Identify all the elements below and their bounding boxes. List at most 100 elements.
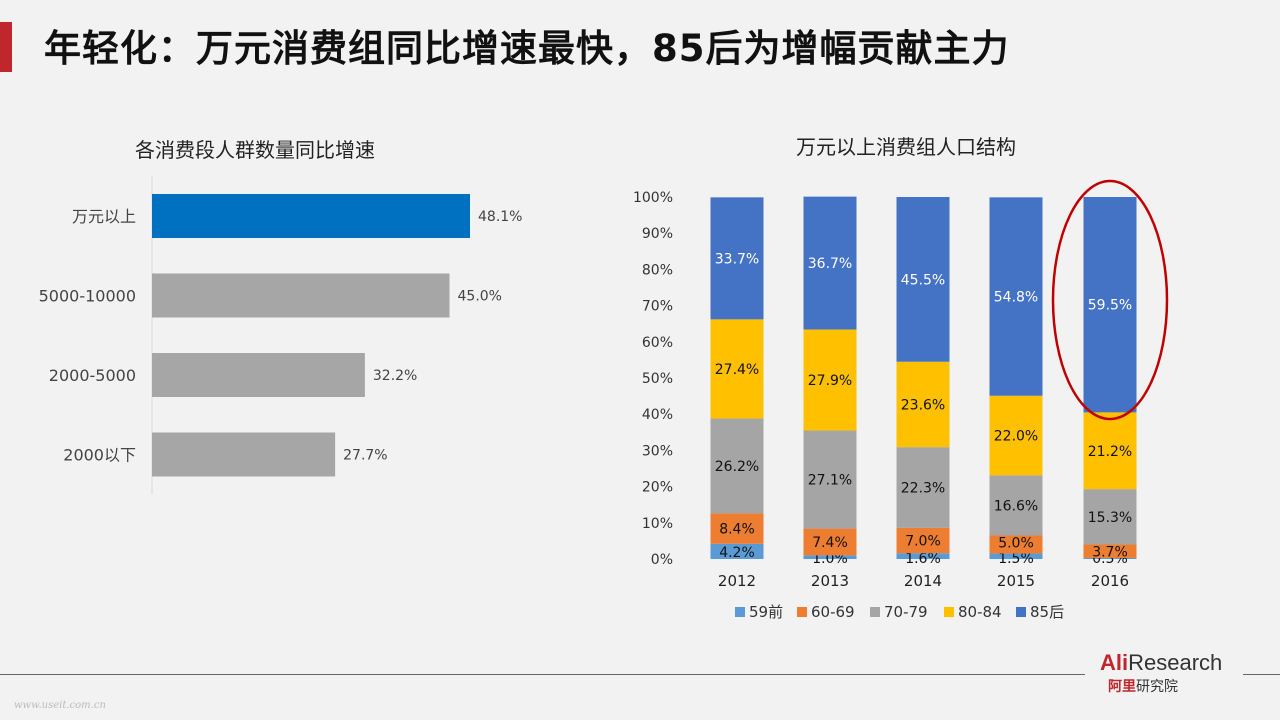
segment-label: 8.4% [719,522,755,538]
stack-segment [896,361,950,448]
watermark: www.useit.com.cn [14,700,106,711]
segment-label: 4.2% [719,545,755,561]
y-tick-label: 10% [642,516,673,532]
value-label: 32.2% [373,368,417,384]
segment-label: 59.5% [1088,298,1132,314]
stack-segment [896,197,950,362]
stack-segment [896,447,950,528]
growth-bar [152,273,450,318]
y-tick-label: 60% [642,335,673,351]
right-chart-title: 万元以上消费组人口结构 [796,135,1016,159]
legend-label: 80-84 [958,603,1002,621]
y-tick-label: 90% [642,226,673,242]
segment-label: 22.3% [901,481,945,497]
page-title: 年轻化：万元消费组同比增速最快，85后为增幅贡献主力 [44,27,1010,70]
segment-label: 21.2% [1088,444,1132,460]
growth-bar [152,432,336,477]
y-tick-label: 100% [633,190,673,206]
x-tick-label: 2014 [904,572,942,590]
stack-segment [710,513,764,544]
segment-label: 27.4% [715,362,759,378]
legend-swatch [797,607,807,617]
y-tick-label: 50% [642,371,673,387]
value-label: 48.1% [478,209,522,225]
stack-segment [1083,412,1137,490]
logo-research-text: Research [1128,650,1223,675]
y-tick-label: 20% [642,480,673,496]
growth-bar [152,194,470,238]
stack-segment [1083,557,1137,559]
stack-segment [1083,544,1137,558]
footer-divider [0,674,1085,675]
stack-segment [710,543,764,559]
y-tick-label: 30% [642,443,673,459]
stack-segment [989,197,1043,396]
x-tick-label: 2015 [997,572,1035,590]
legend-label: 85后 [1030,603,1064,621]
footer-divider-right [1243,674,1280,675]
stack-segment [896,527,950,554]
logo-cn-red: 阿里 [1108,679,1136,695]
legend-swatch [1016,607,1026,617]
value-label: 27.7% [343,448,387,464]
stack-segment [710,197,764,320]
stack-segment [989,553,1043,559]
segment-label: 1.6% [905,551,941,567]
y-tick-label: 0% [651,552,673,568]
growth-bar [152,353,365,397]
category-label: 万元以上 [72,207,136,226]
stack-segment [989,475,1043,536]
segment-label: 5.0% [998,535,1034,551]
segment-label: 54.8% [994,290,1038,306]
category-label: 2000-5000 [49,366,136,385]
legend-label: 59前 [749,603,783,621]
legend-swatch [735,607,745,617]
segment-label: 45.5% [901,272,945,288]
logo-ali-text: Ali [1100,650,1129,675]
logo-cn-text: 阿里研究院 [1108,676,1178,696]
legend-swatch [870,607,880,617]
stack-segment [1083,197,1137,413]
legend-swatch [944,607,954,617]
title-accent-bar [0,22,12,72]
y-tick-label: 70% [642,299,673,315]
segment-label: 33.7% [715,251,759,267]
legend-label: 70-79 [884,603,928,621]
legend-label: 60-69 [811,603,855,621]
stack-segment [710,319,764,419]
segment-label: 26.2% [715,459,759,475]
y-tick-label: 40% [642,407,673,423]
aliresearch-logo: AliResearch 阿里研究院 [1100,650,1223,695]
stack-segment [1083,489,1137,545]
segment-label: 23.6% [901,397,945,413]
segment-label: 7.0% [905,534,941,550]
x-tick-label: 2016 [1091,572,1129,590]
growth-bar-chart: 万元以上 48.1% 5000-10000 45.0% 2000-5000 32.2% 20… [39,176,522,494]
left-chart-title: 各消费段人群数量同比增速 [135,138,375,162]
segment-label: 1.5% [998,551,1034,567]
category-label: 5000-10000 [39,287,136,306]
stack-segment [896,553,950,559]
stack-segment [989,535,1043,554]
x-tick-label: 2013 [811,572,849,590]
x-tick-label: 2012 [718,572,756,590]
y-tick-label: 80% [642,262,673,278]
stack-segment [803,528,857,556]
category-label: 2000以下 [63,446,136,465]
value-label: 45.0% [458,289,502,305]
logo-cn-rest: 研究院 [1136,679,1178,695]
segment-label: 27.9% [808,373,852,389]
stack-segment [803,430,857,529]
segment-label: 7.4% [812,535,848,551]
stack-segment [803,555,857,559]
segment-label: 3.7% [1092,545,1128,561]
stack-segment [710,418,764,514]
stack-segment [803,329,857,431]
stack-segment [989,395,1043,476]
segment-label: 15.3% [1088,510,1132,526]
highlight-ellipse [1051,179,1169,421]
segment-label: 16.6% [994,498,1038,514]
segment-label: 27.1% [808,473,852,489]
segment-label: 22.0% [994,429,1038,445]
